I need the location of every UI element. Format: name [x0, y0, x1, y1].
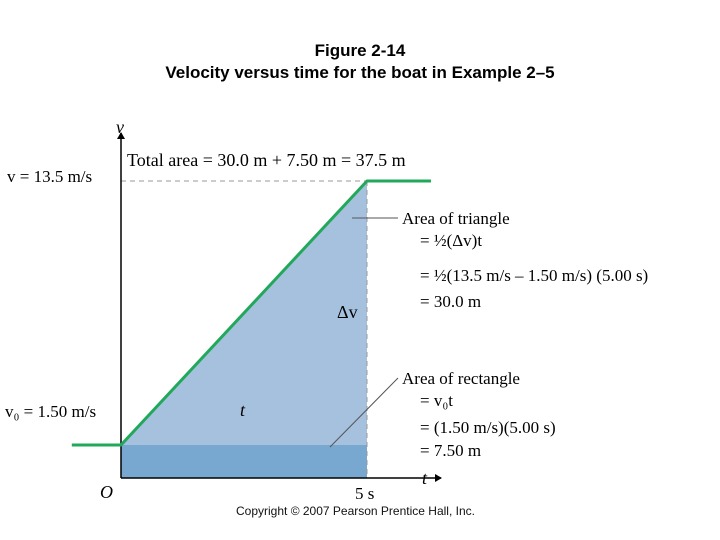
rectangle-annotation-formula: = v₀t	[420, 391, 453, 410]
triangle-annotation: Area of triangle = ½(Δv)t = ½(13.5 m/s –…	[402, 209, 648, 311]
copyright-notice: Copyright © 2007 Pearson Prentice Hall, …	[236, 504, 475, 518]
rectangle-area	[121, 445, 367, 478]
rectangle-annotation: Area of rectangle = v₀t = (1.50 m/s)(5.0…	[402, 369, 556, 460]
rectangle-annotation-title: Area of rectangle	[402, 369, 520, 388]
v-value-label: v = 13.5 m/s	[7, 167, 92, 186]
figure-caption: Velocity versus time for the boat in Exa…	[165, 63, 555, 82]
figure-header: Figure 2-14 Velocity versus time for the…	[0, 40, 720, 84]
rectangle-annotation-substitution: = (1.50 m/s)(5.00 s)	[420, 418, 556, 437]
velocity-series-line	[71, 179, 431, 447]
rectangle-leader-line	[329, 377, 399, 448]
y-axis-label: v	[116, 117, 124, 137]
triangle-annotation-title: Area of triangle	[402, 209, 510, 228]
triangle-annotation-substitution: = ½(13.5 m/s – 1.50 m/s) (5.00 s)	[420, 266, 648, 285]
x-axis-label: t	[422, 468, 428, 488]
figure-number: Figure 2-14	[314, 41, 406, 60]
rectangle-annotation-result: = 7.50 m	[420, 441, 481, 460]
origin-label: O	[100, 482, 113, 502]
x-tick-label: 5 s	[355, 484, 374, 503]
total-area-label: Total area = 30.0 m + 7.50 m = 37.5 m	[127, 150, 406, 170]
delta-v-label: Δv	[337, 302, 358, 322]
v0-value-label: v₀ = 1.50 m/s	[5, 402, 96, 421]
triangle-annotation-result: = 30.0 m	[420, 292, 481, 311]
triangle-annotation-formula: = ½(Δv)t	[420, 231, 482, 250]
t-width-label: t	[240, 400, 246, 420]
